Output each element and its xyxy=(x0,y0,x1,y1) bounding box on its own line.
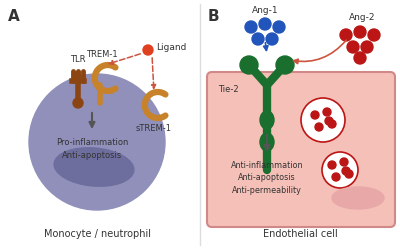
Circle shape xyxy=(29,75,165,210)
Ellipse shape xyxy=(332,187,384,209)
Text: sTREM-1: sTREM-1 xyxy=(136,124,172,132)
Circle shape xyxy=(276,57,294,75)
Circle shape xyxy=(143,46,153,56)
Circle shape xyxy=(325,118,333,126)
Circle shape xyxy=(340,30,352,42)
FancyBboxPatch shape xyxy=(207,73,395,227)
Circle shape xyxy=(259,19,271,31)
Circle shape xyxy=(315,124,323,132)
Circle shape xyxy=(322,152,358,188)
Circle shape xyxy=(240,57,258,75)
Circle shape xyxy=(361,42,373,54)
Circle shape xyxy=(245,22,257,34)
Circle shape xyxy=(332,173,340,181)
Text: Tie-2: Tie-2 xyxy=(218,84,238,93)
Circle shape xyxy=(252,34,264,46)
Circle shape xyxy=(311,112,319,120)
Circle shape xyxy=(328,120,336,128)
Circle shape xyxy=(73,98,83,108)
Text: Monocyte / neutrophil: Monocyte / neutrophil xyxy=(44,228,150,238)
Circle shape xyxy=(266,34,278,46)
Circle shape xyxy=(328,161,336,169)
Circle shape xyxy=(354,53,366,65)
Text: TLR: TLR xyxy=(70,55,86,64)
Text: Pro-inflammation
Anti-apoptosis: Pro-inflammation Anti-apoptosis xyxy=(56,138,128,159)
Text: Anti-inflammation
Anti-apoptosis
Anti-permeability: Anti-inflammation Anti-apoptosis Anti-pe… xyxy=(231,160,303,194)
Circle shape xyxy=(342,167,350,175)
Circle shape xyxy=(301,98,345,142)
Text: B: B xyxy=(208,9,220,24)
Ellipse shape xyxy=(260,134,274,152)
Circle shape xyxy=(347,42,359,54)
Ellipse shape xyxy=(54,148,134,186)
Circle shape xyxy=(323,108,331,116)
Text: Endothelial cell: Endothelial cell xyxy=(263,228,337,238)
Circle shape xyxy=(354,27,366,39)
Text: A: A xyxy=(8,9,20,24)
Text: Ang-2: Ang-2 xyxy=(349,13,375,22)
Circle shape xyxy=(273,22,285,34)
Text: Ligand: Ligand xyxy=(156,43,186,52)
Text: Ang-1: Ang-1 xyxy=(252,6,278,15)
Text: TREM-1: TREM-1 xyxy=(86,50,118,59)
Circle shape xyxy=(340,158,348,166)
Circle shape xyxy=(345,170,353,178)
Circle shape xyxy=(368,30,380,42)
Ellipse shape xyxy=(260,112,274,130)
